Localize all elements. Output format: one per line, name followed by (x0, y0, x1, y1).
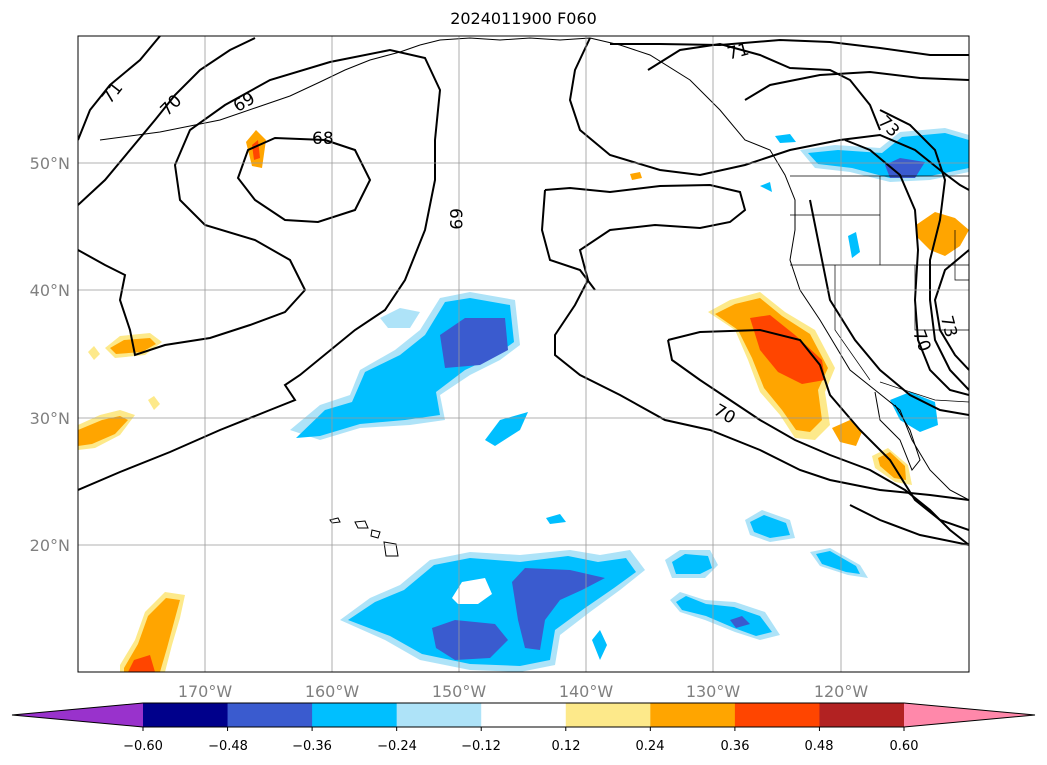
contour-line (647, 42, 881, 131)
colorbar-segment (734, 703, 820, 727)
coastline-baja-california (874, 391, 921, 471)
positive-anomaly-region (878, 452, 906, 480)
latitude-labels: 50°N 40°N 30°N 20°N (30, 154, 70, 555)
colorbar-segment (819, 703, 905, 727)
colorbar-segment (396, 703, 482, 727)
negative-anomaly-region (672, 554, 712, 574)
political-borders-layer (790, 175, 969, 403)
longitude-labels: 170°W 160°W 150°W 140°W 130°W 120°W (178, 682, 869, 701)
positive-anomaly-region (832, 420, 862, 446)
colorbar-tick-label: 0.48 (805, 739, 834, 754)
positive-anomaly-region (124, 598, 180, 672)
negative-anomaly-region (730, 616, 750, 628)
contour-label: 73 (936, 314, 961, 340)
contour-line (809, 199, 969, 416)
contour-line (933, 249, 969, 371)
negative-anomaly-region (592, 630, 607, 660)
contour-line (540, 189, 596, 291)
negative-anomaly-region (440, 318, 508, 368)
colorbar-segment (143, 703, 229, 727)
graticule-layer (78, 36, 969, 672)
colorbar-segment (650, 703, 736, 727)
map-title: 2024011900 F060 (450, 9, 597, 28)
negative-anomaly-region (775, 134, 796, 143)
latitude-label: 50°N (30, 154, 70, 173)
contour-line (78, 48, 442, 491)
negative-anomaly-region (848, 232, 860, 258)
island-hawaii (329, 517, 399, 557)
map-frame (77, 35, 970, 673)
coastline-alaska-gulf (419, 37, 591, 46)
colorbar-extension-max (904, 703, 1035, 727)
positive-anomaly-region (78, 416, 128, 446)
contour-line (78, 36, 161, 141)
longitude-label: 140°W (559, 682, 614, 701)
colorbar-tick-label: 0.36 (721, 739, 750, 754)
contour-line (544, 183, 969, 501)
positive-anomaly-region (148, 396, 160, 410)
contour-line (844, 139, 969, 396)
contour-label: 70 (710, 400, 739, 428)
latitude-label: 40°N (30, 281, 70, 300)
negative-anomaly-region (750, 515, 790, 538)
contour-line (849, 504, 969, 546)
colorbar-tick-label: −0.36 (292, 739, 332, 754)
colorbar-tick-label: −0.12 (461, 739, 501, 754)
positive-anomaly-hole (452, 578, 492, 604)
longitude-label: 160°W (305, 682, 360, 701)
positive-anomaly-region (630, 172, 642, 180)
colorbar (11, 702, 1036, 731)
colorbar-tick-label: −0.48 (208, 739, 248, 754)
negative-anomaly-region (760, 182, 772, 192)
colorbar-tick-label: 0.24 (636, 739, 665, 754)
colorbar-segment (481, 703, 567, 727)
colorbar-segment (565, 703, 651, 727)
colorbar-segment (312, 703, 398, 727)
longitude-label: 170°W (178, 682, 233, 701)
contour-line (667, 328, 969, 531)
latitude-label: 20°N (30, 536, 70, 555)
contour-line (78, 37, 256, 206)
positive-anomaly-region (88, 346, 100, 360)
negative-anomaly-region (546, 514, 566, 524)
contour-line (744, 70, 969, 101)
coastline-layer (99, 37, 969, 557)
colorbar-segment (227, 703, 313, 727)
contour-line (667, 339, 969, 546)
longitude-label: 130°W (686, 682, 741, 701)
negative-anomaly-region (512, 568, 605, 650)
latitude-label: 30°N (30, 409, 70, 428)
contour-line (879, 109, 969, 391)
negative-anomaly-region (816, 551, 860, 574)
border-us-mexico (879, 381, 969, 403)
colorbar-tick-label: −0.60 (123, 739, 163, 754)
negative-anomaly-region (380, 308, 420, 328)
negative-anomaly-region (485, 412, 528, 446)
positive-anomaly-region (128, 655, 155, 672)
coastline-north-america (589, 37, 969, 501)
longitude-label: 120°W (814, 682, 869, 701)
contour-label: 71 (98, 79, 127, 108)
contour-label: 70 (908, 327, 934, 354)
anomaly-fill-layer (78, 128, 969, 672)
coastline-aleutian-islands (99, 44, 421, 141)
contour-label: 70 (157, 91, 186, 120)
colorbar-tick-label: −0.24 (377, 739, 417, 754)
colorbar-tick-label: 0.60 (890, 739, 919, 754)
colorbar-extension-min (12, 703, 143, 727)
contour-label: 69 (230, 89, 259, 117)
contour-line (610, 38, 969, 56)
border-state-lines (790, 176, 969, 381)
longitude-label: 150°W (432, 682, 487, 701)
contour-label: 69 (445, 208, 465, 230)
negative-anomaly-region (676, 596, 772, 636)
positive-anomaly-region (916, 212, 969, 256)
negative-anomaly-region (432, 620, 508, 660)
contour-line (236, 136, 372, 224)
colorbar-tick-label: 0.12 (552, 739, 581, 754)
contour-label: 68 (312, 129, 334, 149)
colorbar-tick-labels: −0.60 −0.48 −0.36 −0.24 −0.12 0.12 0.24 … (123, 739, 918, 754)
